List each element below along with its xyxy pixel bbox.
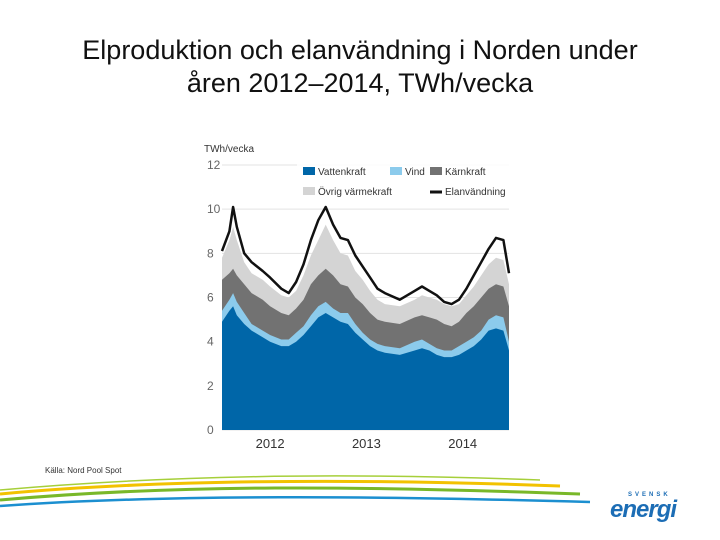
y-axis-label: TWh/vecka — [204, 144, 254, 155]
legend-label: Övrig värmekraft — [318, 186, 392, 198]
y-tick-label: 8 — [207, 246, 214, 260]
legend-box — [297, 163, 511, 201]
legend-label: Vind — [405, 167, 425, 178]
title-line-2: åren 2012–2014, TWh/vecka — [186, 68, 534, 98]
legend-label: Kärnkraft — [445, 167, 486, 178]
logo-top-text: SVENSK — [628, 492, 671, 498]
x-tick-label: 2012 — [256, 436, 285, 451]
legend-swatch — [430, 167, 442, 175]
decorative-swoosh — [0, 475, 591, 508]
svensk-energi-logo: SVENSK energi — [610, 492, 700, 523]
y-tick-label: 10 — [207, 202, 221, 216]
title-line-1: Elproduktion och elanvändning i Norden u… — [82, 35, 638, 65]
y-tick-label: 0 — [207, 423, 214, 437]
line-series — [220, 205, 511, 306]
x-tick-label: 2014 — [448, 436, 477, 451]
legend-label: Elanvändning — [445, 187, 506, 198]
area-vattenkraft — [222, 306, 509, 430]
source-note: Källa: Nord Pool Spot — [45, 466, 122, 475]
legend-swatch — [303, 167, 315, 175]
y-tick-label: 2 — [207, 379, 214, 393]
area-series — [222, 224, 509, 430]
y-tick-label: 4 — [207, 335, 214, 349]
y-tick-labels: 0 2 4 6 8 10 12 — [207, 158, 221, 437]
logo-main-text: energi — [610, 496, 677, 523]
x-tick-labels: 2012 2013 2014 — [256, 436, 477, 451]
y-tick-label: 6 — [207, 291, 214, 305]
y-tick-label: 12 — [207, 158, 221, 172]
legend: Vattenkraft Vind Kärnkraft Övrig värmekraft… — [297, 163, 511, 201]
line-elanvandning — [220, 205, 511, 306]
legend-label: Vattenkraft — [318, 167, 366, 178]
x-tick-label: 2013 — [352, 436, 381, 451]
legend-swatch — [303, 187, 315, 195]
slide-title: Elproduktion och elanvändning i Norden u… — [20, 34, 700, 100]
legend-swatch — [390, 167, 402, 175]
